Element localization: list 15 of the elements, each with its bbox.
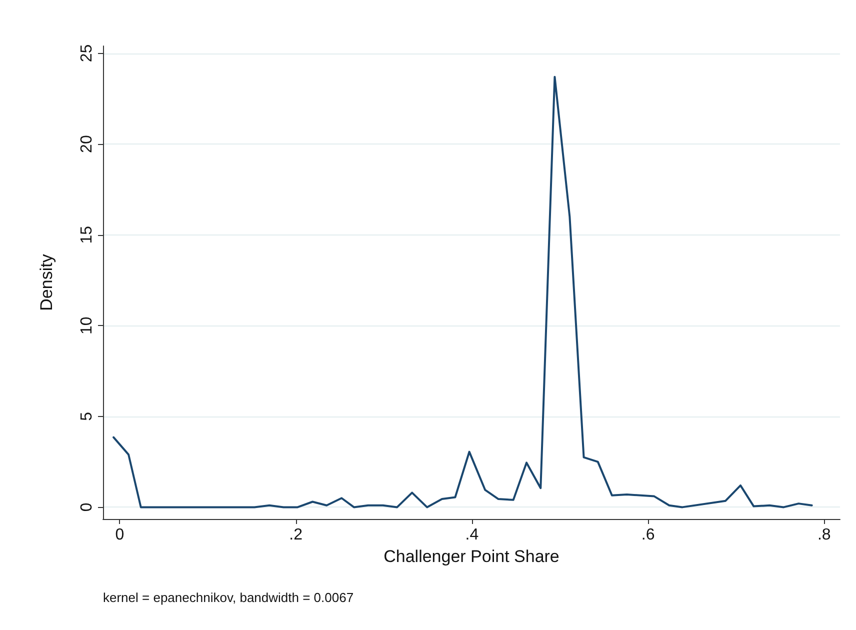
line-series [112, 76, 813, 508]
y-tick-label: 10 [78, 316, 96, 335]
text: kernel = epanechnikov, bandwidth = 0.0067 [103, 590, 354, 605]
x-tick-label: .2 [289, 526, 303, 544]
x-tick-label: 0 [115, 526, 124, 544]
x-tick-label: .4 [465, 526, 479, 544]
y-axis-title: Density [37, 254, 56, 311]
x-axis-title: Challenger Point Share [384, 546, 560, 566]
y-tick-label: 20 [78, 135, 96, 153]
y-tick-label: 15 [78, 226, 96, 244]
x-tick-label: .6 [641, 526, 655, 544]
y-tick-label: 0 [78, 502, 96, 512]
y-tick-label: 25 [78, 44, 96, 62]
x-tick-label: .8 [817, 526, 831, 544]
y-tick-label: 5 [78, 412, 96, 421]
